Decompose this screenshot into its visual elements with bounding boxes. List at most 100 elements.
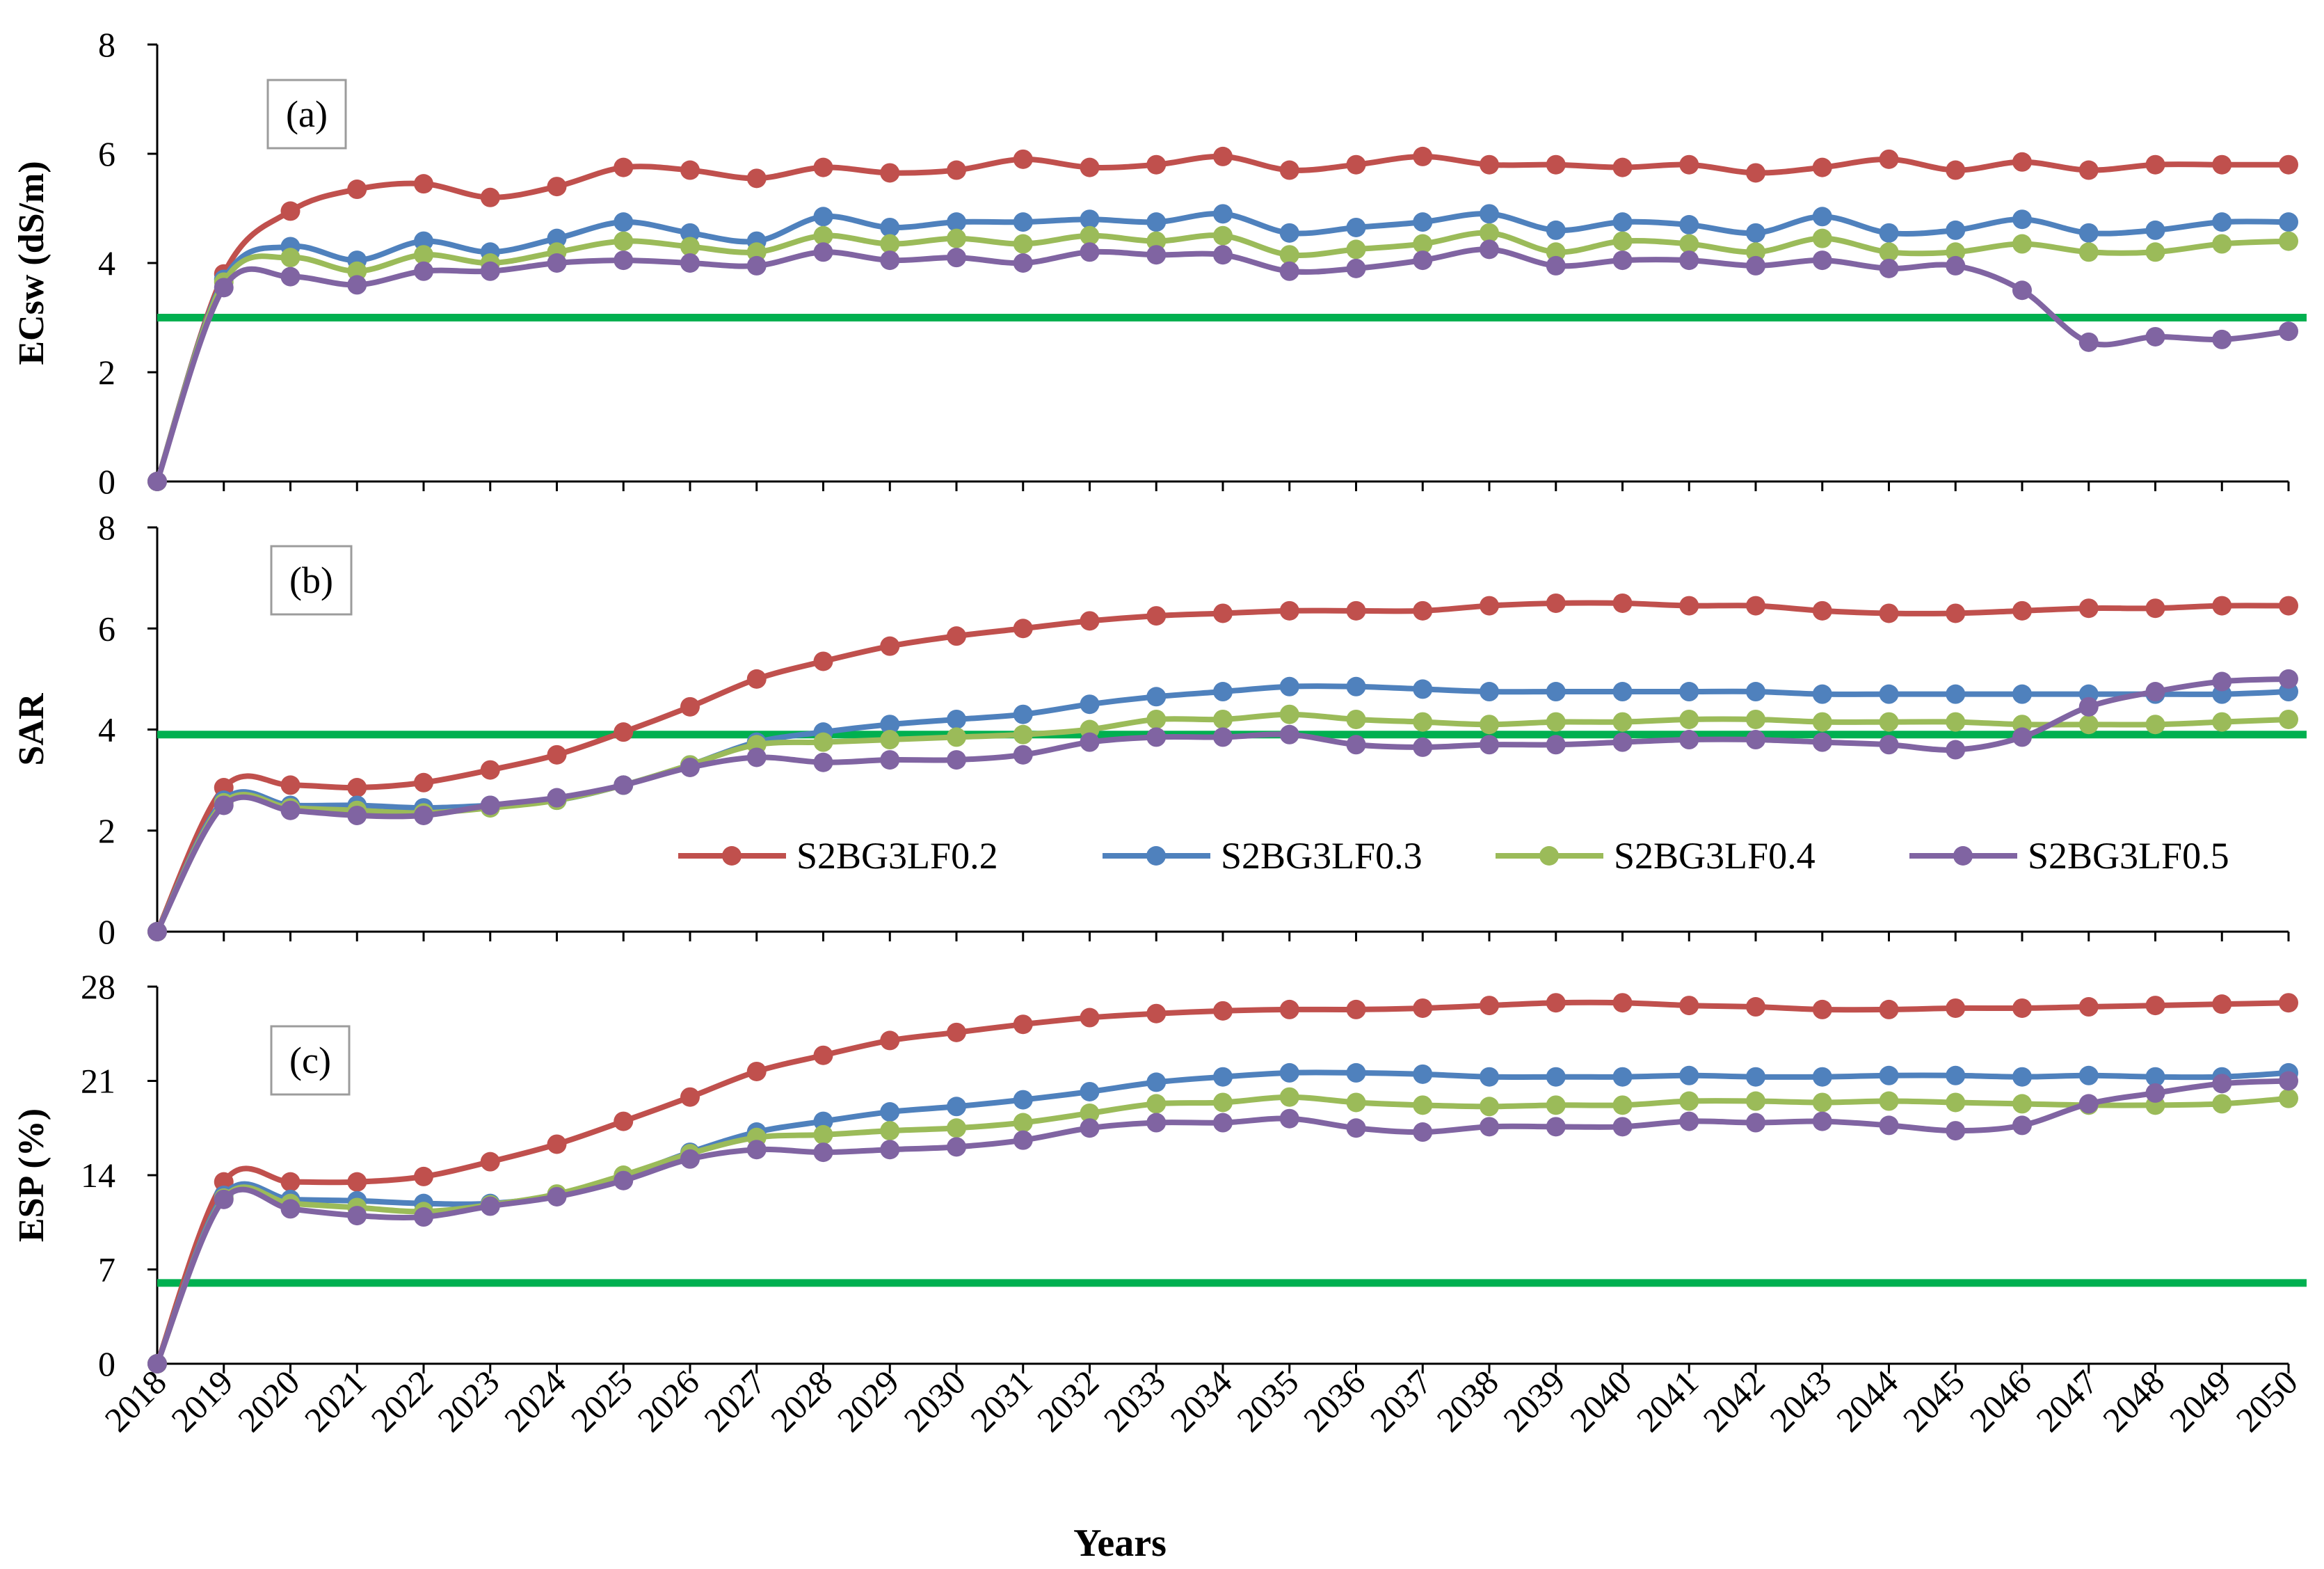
series-S2BG3LF0.5	[147, 239, 2298, 491]
data-point	[1480, 1067, 1499, 1087]
data-point	[1812, 1111, 1832, 1131]
x-axis-label: Years	[1073, 1522, 1167, 1565]
data-point	[1946, 242, 1966, 262]
data-point	[2145, 1083, 2165, 1103]
x-tick-labels: 2018201920202021202220232024202520262027…	[97, 1362, 2305, 1439]
data-point	[414, 1207, 433, 1227]
x-tick-label: 2042	[1695, 1362, 1772, 1439]
data-point	[880, 636, 900, 656]
data-point	[1612, 1117, 1633, 1137]
x-tick-label: 2043	[1762, 1362, 1838, 1439]
data-point	[2078, 1065, 2099, 1085]
data-point	[1946, 740, 1966, 760]
data-point	[1879, 603, 1899, 623]
series-line	[154, 246, 2289, 483]
y-tick-label: 2	[98, 353, 115, 392]
data-point	[947, 750, 966, 770]
data-point	[1146, 606, 1167, 626]
data-point	[147, 472, 167, 491]
data-point	[1480, 239, 1499, 260]
data-point	[1480, 1117, 1499, 1137]
data-point	[1080, 1081, 1100, 1101]
data-point	[1080, 157, 1100, 177]
data-point	[547, 744, 567, 765]
x-tick-label: 2019	[163, 1362, 240, 1439]
data-point	[614, 1111, 634, 1131]
data-point	[1612, 712, 1633, 732]
legend-marker	[722, 846, 742, 866]
data-point	[1546, 154, 1566, 175]
data-point	[2078, 696, 2099, 717]
x-tick-label: 2036	[1296, 1362, 1372, 1439]
data-point	[1746, 1113, 1765, 1133]
y-tick-label: 4	[98, 710, 115, 749]
data-point	[2078, 242, 2099, 262]
data-point	[614, 1170, 634, 1190]
panel-tag: (b)	[289, 559, 333, 601]
data-point	[1279, 999, 1299, 1019]
data-point	[1946, 1092, 1966, 1113]
data-point	[347, 275, 367, 295]
data-point	[2078, 223, 2099, 243]
x-tick-label: 2041	[1629, 1362, 1706, 1439]
data-point	[813, 752, 833, 772]
legend-label: S2BG3LF0.2	[796, 835, 998, 877]
data-point	[2212, 671, 2232, 692]
data-point	[813, 242, 833, 262]
data-point	[746, 1061, 767, 1081]
series-S2BG3LF0.4	[147, 223, 2298, 491]
data-point	[1679, 215, 1699, 235]
data-point	[947, 626, 966, 646]
data-point	[947, 1118, 966, 1138]
data-point	[1013, 253, 1033, 273]
data-point	[1413, 250, 1433, 271]
x-tick-label: 2030	[896, 1362, 972, 1439]
legend-marker	[1539, 846, 1559, 866]
x-tick-label: 2045	[1896, 1362, 1972, 1439]
data-point	[1013, 1014, 1033, 1035]
y-axis-label: ECsw (dS/m)	[12, 161, 51, 365]
data-point	[1480, 223, 1499, 243]
data-point	[2279, 1088, 2298, 1108]
data-point	[1146, 687, 1167, 707]
y-tick-label: 21	[81, 1062, 115, 1101]
x-tick-label: 2021	[297, 1362, 374, 1439]
data-point	[2212, 1074, 2232, 1094]
data-point	[1546, 255, 1566, 276]
data-point	[1546, 242, 1566, 262]
x-tick-label: 2023	[430, 1362, 506, 1439]
data-point	[1346, 154, 1366, 175]
data-point	[1812, 157, 1832, 177]
x-tick-label: 2040	[1562, 1362, 1639, 1439]
data-point	[880, 750, 900, 770]
data-point	[1480, 682, 1499, 702]
data-point	[614, 775, 634, 795]
series-S2BG3LF0.2	[147, 993, 2298, 1373]
data-point	[1746, 242, 1765, 262]
data-point	[2279, 669, 2298, 689]
data-point	[2078, 715, 2099, 735]
data-point	[1279, 223, 1299, 243]
data-point	[1080, 611, 1100, 631]
x-tick-label: 2024	[497, 1362, 573, 1439]
data-point	[2012, 600, 2032, 621]
data-point	[1213, 1067, 1233, 1087]
data-point	[347, 778, 367, 798]
data-point	[2212, 234, 2232, 254]
data-point	[1812, 1067, 1832, 1087]
data-point	[1213, 1001, 1233, 1021]
data-point	[1146, 212, 1167, 232]
data-point	[2078, 332, 2099, 352]
legend-label: S2BG3LF0.3	[1221, 835, 1423, 877]
data-point	[547, 253, 567, 273]
data-point	[1879, 999, 1899, 1019]
data-point	[1480, 735, 1499, 755]
x-tick-label: 2038	[1429, 1362, 1505, 1439]
series-S2BG3LF0.5	[147, 1071, 2298, 1373]
x-tick-label: 2031	[963, 1362, 1039, 1439]
data-point	[347, 805, 367, 825]
data-point	[1213, 603, 1233, 623]
data-point	[1946, 255, 1966, 276]
data-point	[1679, 1091, 1699, 1111]
data-point	[1746, 730, 1765, 750]
